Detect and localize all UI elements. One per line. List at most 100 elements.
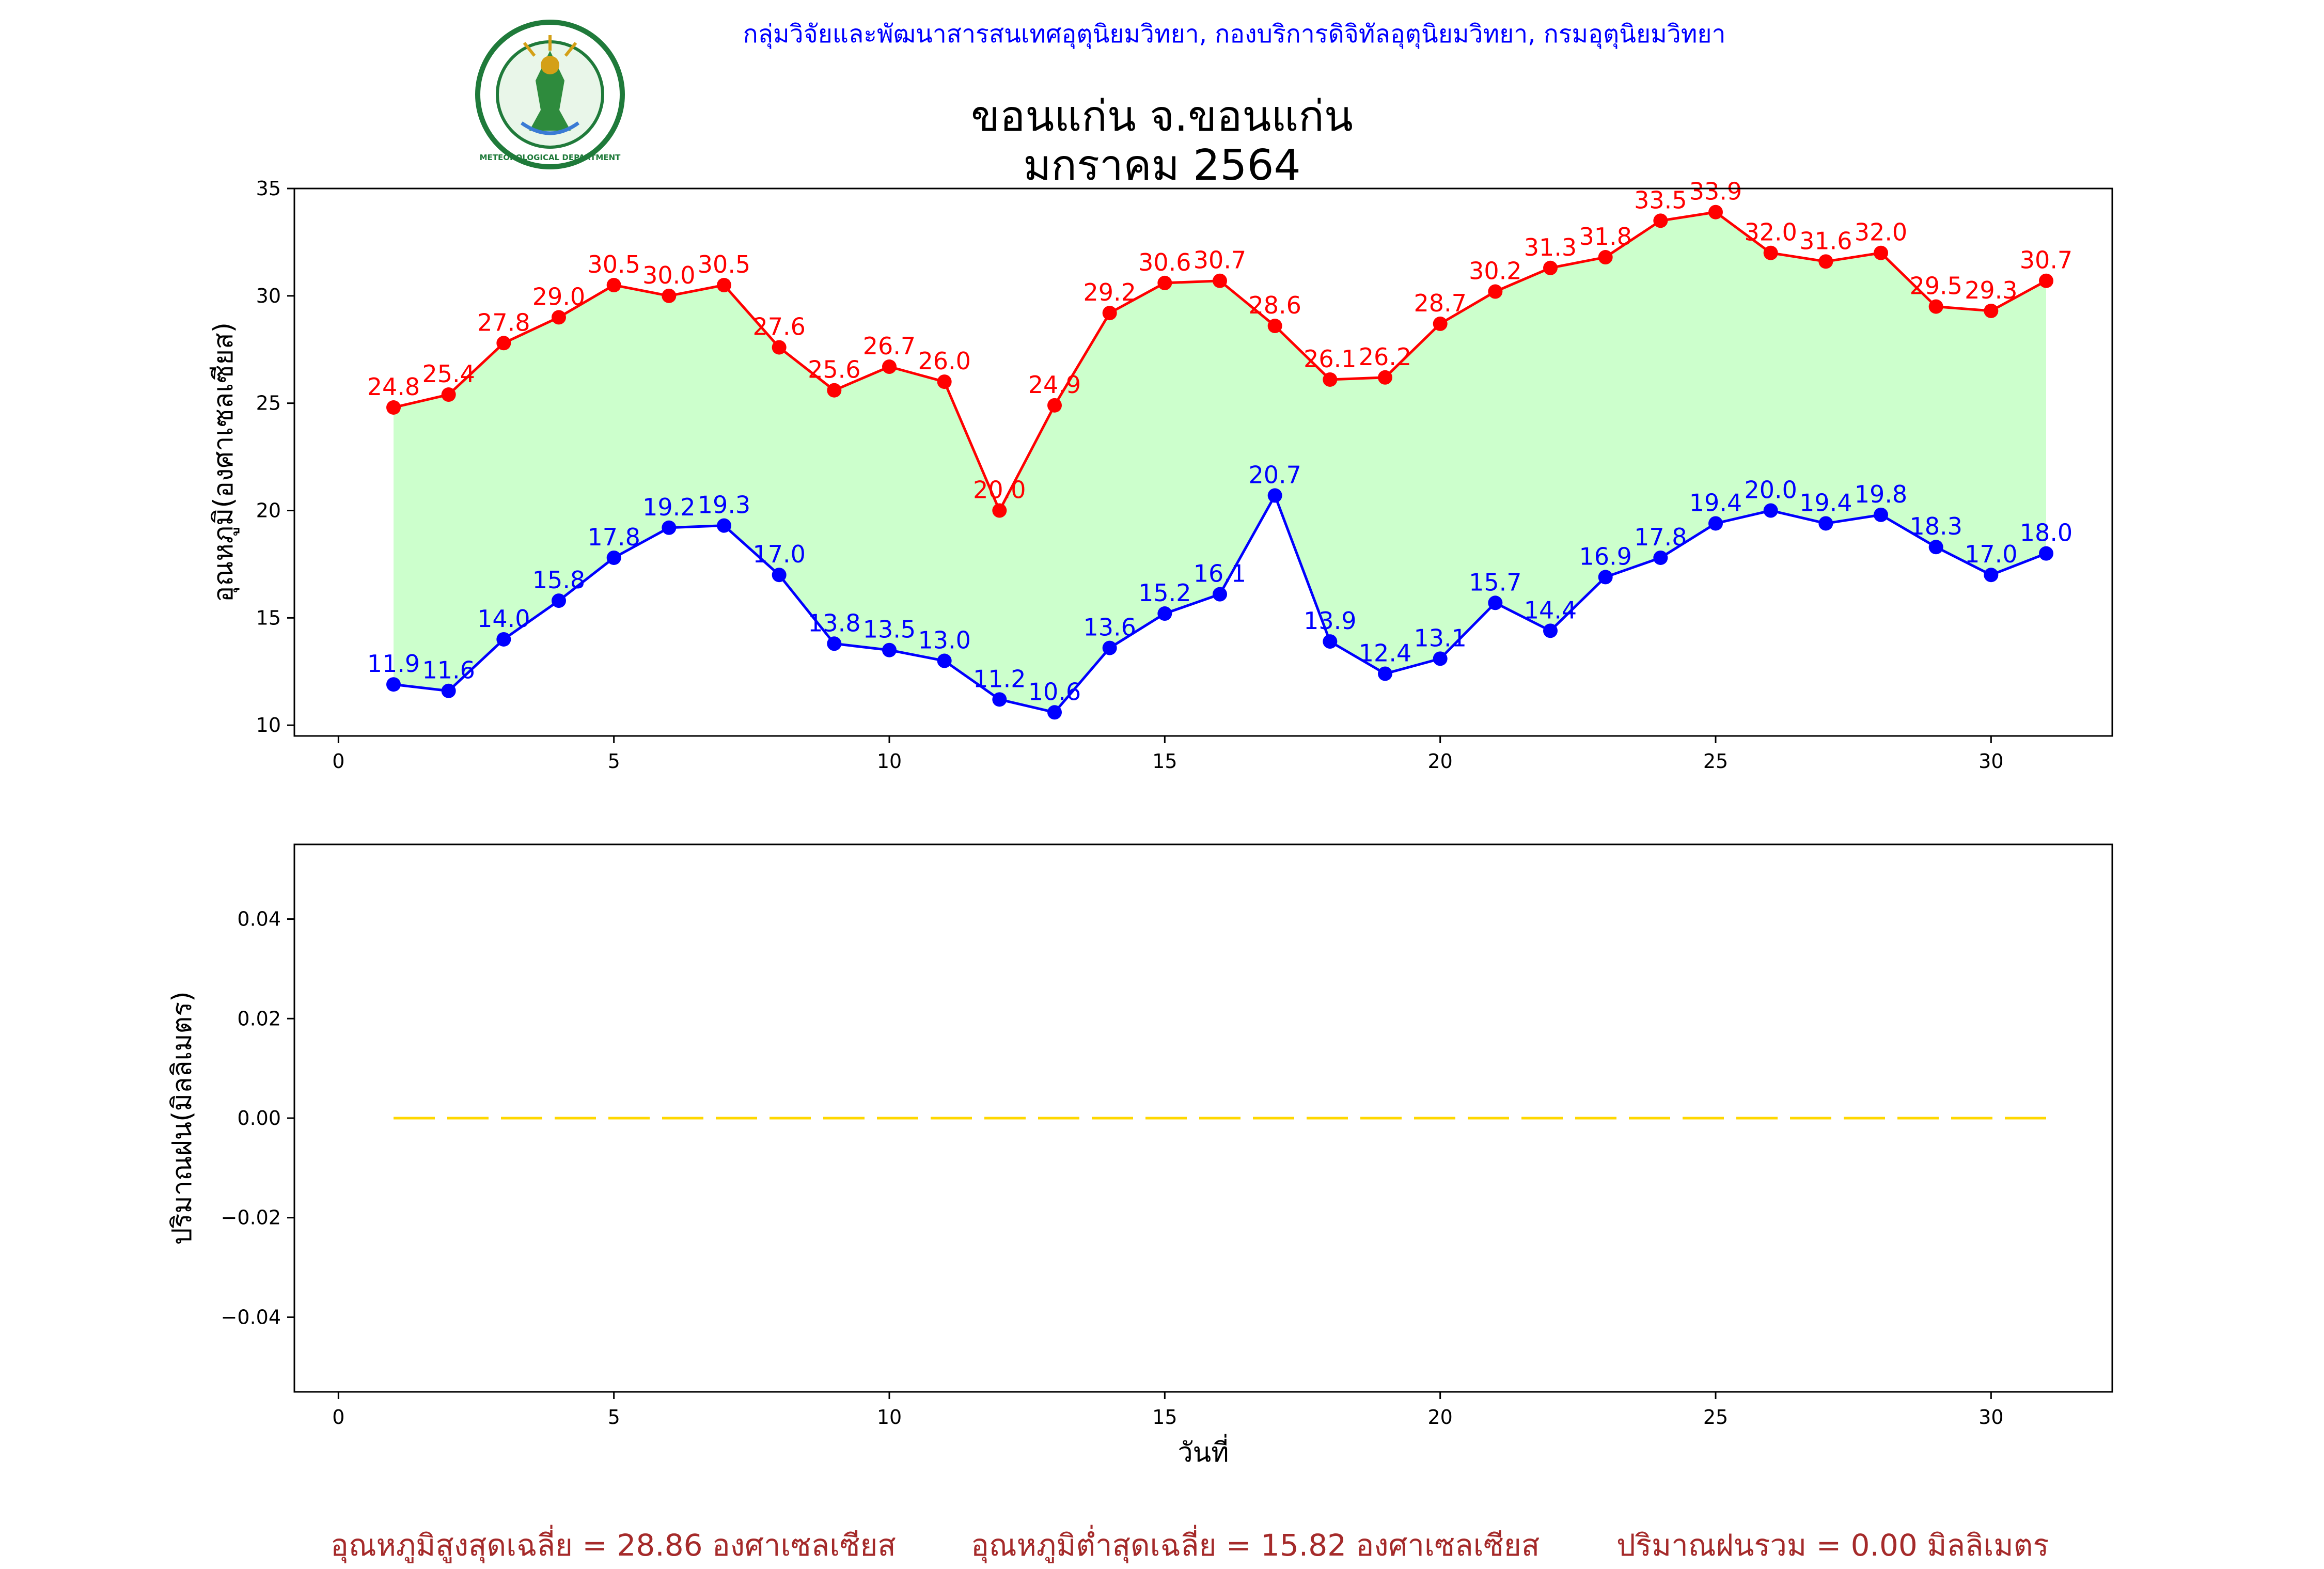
max-temp-point: [1763, 245, 1778, 260]
max-temp-data-label: 30.5: [698, 250, 750, 278]
min-temp-data-label: 15.7: [1469, 568, 1521, 596]
min-temp-data-label: 12.4: [1359, 639, 1411, 667]
min-temp-point: [386, 677, 401, 692]
max-temp-point: [662, 288, 677, 303]
min-temp-data-label: 17.0: [1965, 540, 2017, 568]
min-temp-point: [1874, 507, 1888, 522]
min-temp-data-label: 11.2: [973, 665, 1026, 693]
y-tick-label: 10: [256, 714, 281, 736]
agency-header: กลุ่มวิจัยและพัฒนาสารสนเทศอุตุนิยมวิทยา,…: [743, 20, 1726, 49]
max-temp-data-label: 26.7: [863, 332, 916, 360]
x-tick-label: 15: [1152, 750, 1177, 773]
max-temp-data-label: 30.2: [1469, 257, 1521, 285]
max-temp-point: [1543, 260, 1558, 275]
min-temp-data-label: 17.0: [752, 540, 805, 568]
y-tick-label: 20: [256, 499, 281, 522]
min-temp-data-label: 14.0: [477, 605, 530, 633]
max-temp-point: [1598, 250, 1613, 265]
x-tick-label: 20: [1427, 1406, 1452, 1429]
max-temp-data-label: 29.0: [532, 283, 585, 310]
max-temp-data-label: 31.6: [1799, 227, 1852, 255]
min-temp-point: [1102, 640, 1117, 655]
x-tick-label: 25: [1703, 1406, 1728, 1429]
min-temp-data-label: 19.2: [642, 493, 695, 521]
max-temp-data-label: 28.7: [1414, 289, 1466, 317]
x-tick-label: 10: [877, 1406, 902, 1429]
min-temp-point: [1378, 666, 1392, 681]
y-tick-label: −0.02: [221, 1206, 281, 1229]
max-temp-data-label: 29.3: [1965, 276, 2017, 304]
max-temp-point: [1323, 372, 1338, 387]
max-temp-data-label: 26.1: [1304, 345, 1356, 373]
min-temp-data-label: 16.9: [1579, 542, 1631, 570]
x-tick-label: 10: [877, 750, 902, 773]
max-temp-point: [1874, 245, 1888, 260]
min-temp-point: [441, 683, 456, 698]
y-tick-label: 0.00: [237, 1107, 281, 1129]
plot-2: 0 5 10 15 20 25 30 −0.04 −0.02 0.00 0.02 0.04 ปริมาณ…: [167, 843, 2113, 1468]
max-temp-point: [1433, 316, 1448, 331]
max-temp-data-label: 24.9: [1028, 371, 1081, 399]
y-tick-label: 0.02: [237, 1007, 281, 1030]
chart-title-station: ขอนแก่น จ.ขอนแก่น: [970, 92, 1353, 141]
average-max-temperature: อุณหภูมิสูงสุดเฉลี่ย = 28.86 องศาเซลเซีย…: [331, 1528, 896, 1563]
max-temp-data-label: 27.8: [477, 308, 530, 336]
max-temp-data-label: 26.0: [918, 347, 970, 375]
max-temp-point: [606, 278, 621, 293]
max-temp-data-label: 27.6: [752, 313, 805, 341]
min-temp-data-label: 11.9: [367, 650, 420, 678]
max-temp-data-label: 32.0: [1855, 218, 1907, 246]
y-tick-label: 25: [256, 392, 281, 415]
min-temp-point: [1543, 623, 1558, 638]
y-axis-title: ปริมาณฝน(มิลลิเมตร): [167, 991, 198, 1245]
max-temp-data-label: 33.5: [1634, 186, 1687, 214]
max-temp-point: [1102, 306, 1117, 321]
max-temp-data-label: 30.0: [642, 261, 695, 289]
min-temp-point: [1323, 634, 1338, 649]
min-temp-point: [1598, 570, 1613, 585]
min-temp-point: [606, 550, 621, 565]
temperature-range-fill: [394, 212, 2046, 713]
plot-frame: [293, 187, 2113, 737]
min-temp-data-label: 13.5: [863, 616, 916, 644]
max-temp-data-label: 28.6: [1248, 291, 1301, 319]
min-temp-data-label: 15.8: [532, 566, 585, 594]
min-temp-point: [992, 692, 1007, 707]
max-temp-data-label: 25.4: [422, 360, 475, 388]
min-temp-data-label: 17.8: [587, 523, 640, 551]
min-temp-point: [1708, 516, 1723, 531]
max-temp-data-label: 31.8: [1579, 223, 1631, 250]
x-tick-label: 5: [608, 750, 620, 773]
plot-1: 24.8 25.427.829.030.5 30.0 30.527.625.626.7…: [208, 177, 2113, 773]
max-temp-data-label: 24.8: [367, 373, 420, 401]
chart-title-period: มกราคม 2564: [1023, 141, 1301, 190]
x-tick-label: 0: [332, 1406, 344, 1429]
min-temp-data-label: 18.3: [1909, 512, 1962, 540]
min-temp-point: [1157, 606, 1172, 621]
min-temp-point: [2039, 546, 2053, 561]
min-temp-point: [1433, 651, 1448, 666]
min-temp-point: [1213, 587, 1227, 602]
min-temp-data-label: 16.1: [1194, 560, 1246, 588]
y-tick-label: −0.04: [221, 1306, 281, 1328]
x-tick-label: 0: [332, 750, 344, 773]
min-temp-point: [937, 653, 952, 668]
min-temp-point: [1488, 595, 1503, 610]
x-tick-label: 20: [1427, 750, 1452, 773]
min-temp-data-label: 13.9: [1304, 607, 1356, 635]
min-temp-point: [1928, 540, 1943, 555]
max-temp-point: [717, 278, 731, 293]
min-temp-point: [882, 642, 897, 657]
x-axis-title: วันที่: [1177, 1434, 1229, 1468]
max-temp-data-label: 25.6: [808, 356, 860, 384]
min-temp-point: [662, 520, 677, 535]
min-temp-data-label: 13.1: [1414, 624, 1466, 652]
min-temp-data-label: 17.8: [1634, 523, 1687, 551]
logo-caption: METEOROLOGICAL DEPARTMENT: [480, 153, 621, 162]
min-temp-point: [1653, 550, 1668, 565]
min-temp-data-label: 19.4: [1799, 489, 1852, 516]
y-axis-title: อุณหภูมิ(องศาเซลเซียส): [208, 322, 240, 602]
max-temp-point: [1157, 275, 1172, 290]
max-temp-point: [882, 359, 897, 374]
